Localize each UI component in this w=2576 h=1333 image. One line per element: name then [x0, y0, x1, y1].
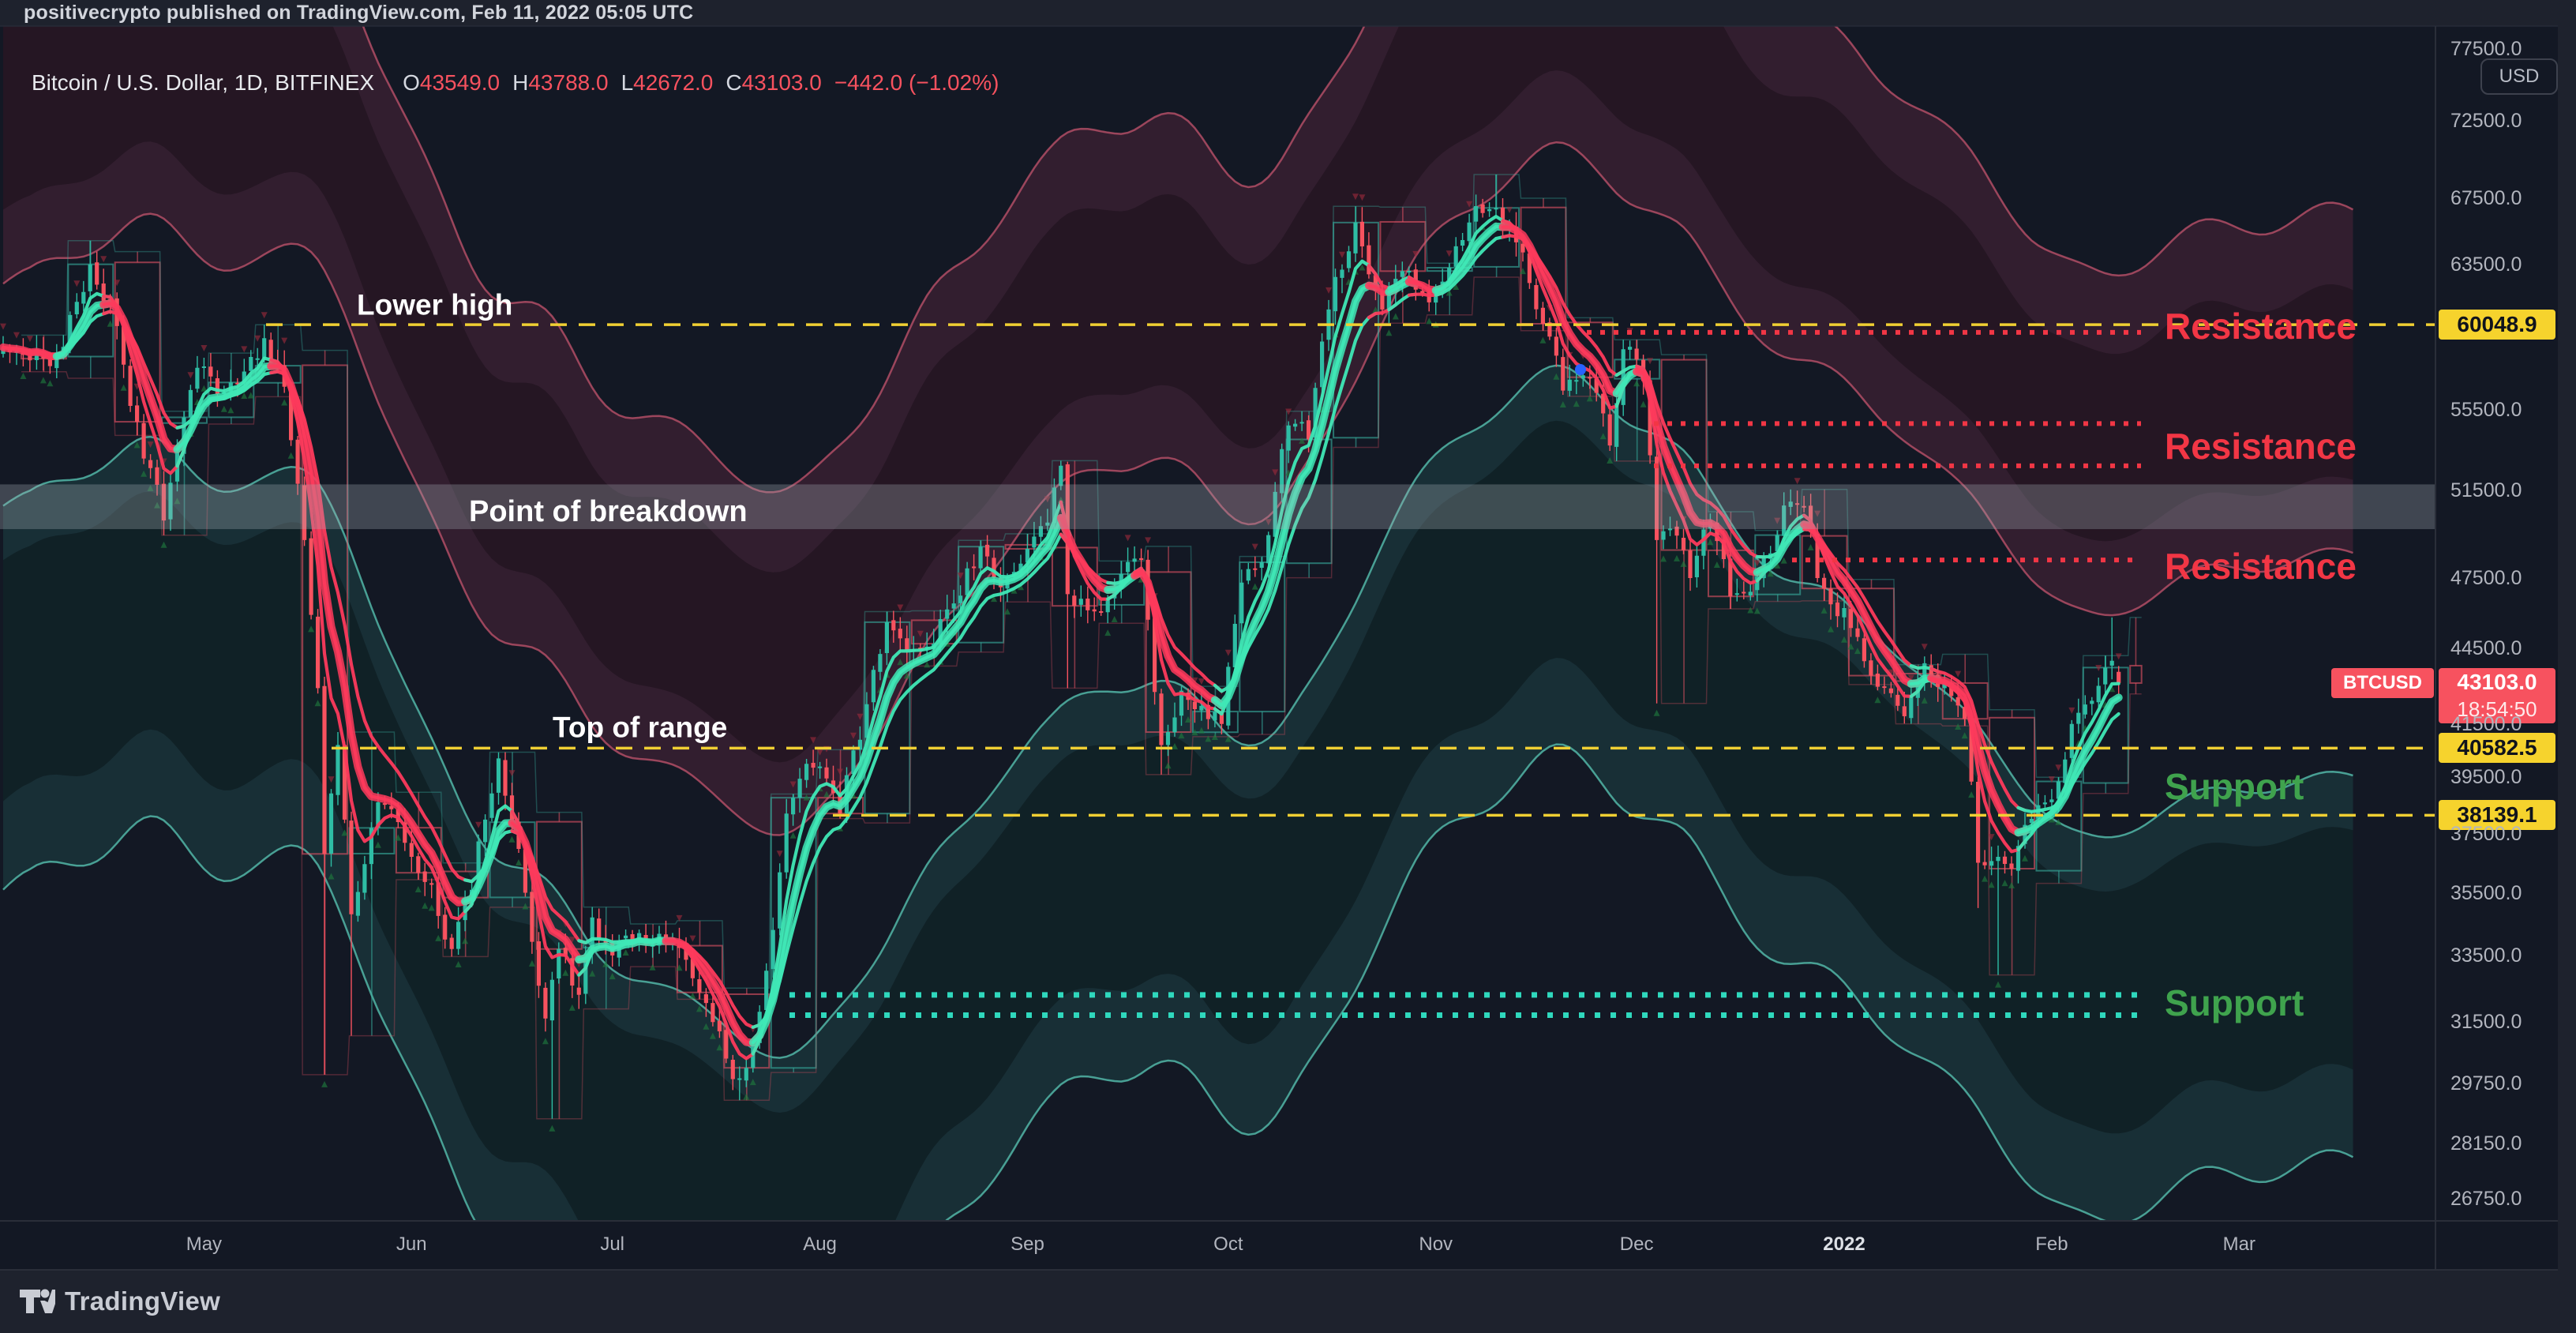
- price-tick-33500.0: 33500.0: [2450, 944, 2522, 967]
- price-tick-51500.0: 51500.0: [2450, 479, 2522, 502]
- time-tick-May: May: [186, 1233, 223, 1255]
- symbol-title[interactable]: Bitcoin / U.S. Dollar, 1D, BITFINEX: [32, 70, 375, 95]
- ohlc-value-C: 43103.0: [741, 70, 822, 95]
- price-tick-44500.0: 44500.0: [2450, 637, 2522, 660]
- last-price-label: 43103.0 18:54:50: [2439, 667, 2555, 723]
- price-tick-37500.0: 37500.0: [2450, 822, 2522, 845]
- annotation-support-1[interactable]: Support: [2165, 766, 2304, 807]
- publish-bar: positivecrypto published on TradingView.…: [0, 0, 2576, 26]
- ohlc-label-L: L: [621, 70, 634, 95]
- ohlc-label-H: H: [512, 70, 529, 95]
- breakdown-zone: [0, 484, 2435, 530]
- time-tick-Nov: Nov: [1419, 1233, 1453, 1255]
- time-tick-Oct: Oct: [1213, 1233, 1243, 1255]
- ohlc-value-O: 43549.0: [419, 70, 501, 95]
- daily-candles: [0, 175, 2122, 1132]
- tradingview-logo-icon: [20, 1289, 55, 1313]
- price-tick-26750.0: 26750.0: [2450, 1187, 2522, 1210]
- ema-ribbon: [0, 215, 2123, 1061]
- currency-label: USD: [2499, 66, 2540, 87]
- annotation-resistance-2[interactable]: Resistance: [2165, 426, 2357, 467]
- ohlc-label-C: C: [726, 70, 742, 95]
- price-tick-29750.0: 29750.0: [2450, 1072, 2522, 1095]
- ohlc-label-O: O: [403, 70, 420, 95]
- time-tick-Jun: Jun: [396, 1233, 427, 1255]
- time-tick-Aug: Aug: [803, 1233, 837, 1255]
- price-tick-28150.0: 28150.0: [2450, 1132, 2522, 1155]
- annotation-top-of-range[interactable]: Top of range: [553, 711, 728, 744]
- tradingview-logo-text: TradingView: [65, 1286, 221, 1316]
- price-tick-41500.0: 41500.0: [2450, 712, 2522, 735]
- price-tick-55500.0: 55500.0: [2450, 398, 2522, 421]
- change-value: −442.0 (−1.02%): [834, 70, 999, 95]
- price-label-38139: 38139.1: [2439, 800, 2555, 831]
- ohlc-value-L: 42672.0: [633, 70, 714, 95]
- ohlc-values: O 43549.0 H 43788.0 L 42672.0 C 43103.0: [390, 70, 822, 96]
- indicator-bands: [2, 26, 2354, 1221]
- price-tick-47500.0: 47500.0: [2450, 566, 2522, 589]
- publish-text: positivecrypto published on TradingView.…: [24, 2, 694, 24]
- price-tick-39500.0: 39500.0: [2450, 766, 2522, 789]
- price-label-40582: 40582.5: [2439, 733, 2555, 764]
- ohlc-value-H: 43788.0: [528, 70, 609, 95]
- last-price-value: 43103.0: [2457, 669, 2537, 694]
- price-tick-77500.0: 77500.0: [2450, 38, 2522, 60]
- time-tick-Jul: Jul: [600, 1233, 625, 1255]
- annotation-resistance-3[interactable]: Resistance: [2165, 546, 2357, 587]
- tradingview-logo[interactable]: TradingView: [19, 1286, 220, 1317]
- time-tick-Mar: Mar: [2222, 1233, 2255, 1255]
- time-tick-Dec: Dec: [1619, 1233, 1654, 1255]
- price-tick-31500.0: 31500.0: [2450, 1011, 2522, 1034]
- price-tick-67500.0: 67500.0: [2450, 187, 2522, 210]
- annotation-resistance-1[interactable]: Resistance: [2165, 306, 2357, 347]
- currency-toggle-button[interactable]: USD: [2480, 58, 2558, 95]
- bar-countdown: 18:54:50: [2457, 697, 2537, 721]
- symbol-header: Bitcoin / U.S. Dollar, 1D, BITFINEX O 435…: [32, 66, 999, 100]
- time-tick-2022: 2022: [1823, 1233, 1865, 1255]
- symbol-price-tag: BTCUSD: [2331, 667, 2434, 698]
- annotation-lines: [266, 323, 2435, 1018]
- price-label-60048: 60048.9: [2439, 310, 2555, 340]
- annotation-lower-high[interactable]: Lower high: [357, 288, 513, 321]
- annotation-point-of-breakdown[interactable]: Point of breakdown: [469, 495, 748, 528]
- annotation-support-2[interactable]: Support: [2165, 982, 2304, 1023]
- price-tick-63500.0: 63500.0: [2450, 253, 2522, 276]
- price-tick-72500.0: 72500.0: [2450, 110, 2522, 133]
- time-tick-Feb: Feb: [2035, 1233, 2068, 1255]
- price-tick-35500.0: 35500.0: [2450, 881, 2522, 904]
- time-tick-Sep: Sep: [1011, 1233, 1044, 1255]
